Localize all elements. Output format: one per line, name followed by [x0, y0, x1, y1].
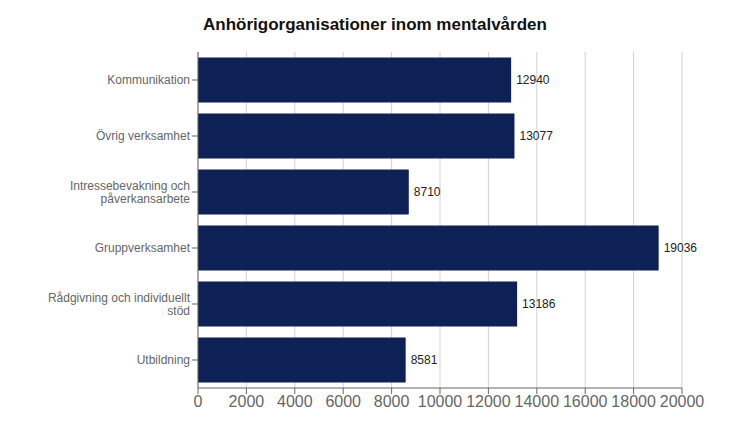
svg-text:20000: 20000 [660, 393, 705, 410]
svg-text:14000: 14000 [515, 393, 560, 410]
html-text:Anhörigorganisationer inom men: Anhörigorganisationer inom mentalvården [203, 15, 547, 34]
svg-text:19036: 19036 [664, 241, 698, 255]
svg-text:2000: 2000 [229, 393, 265, 410]
svg-text:4000: 4000 [277, 393, 313, 410]
svg-text:13077: 13077 [519, 129, 553, 143]
svg-text:0: 0 [194, 393, 203, 410]
svg-text:Övrig verksamhet: Övrig verksamhet [96, 129, 191, 143]
svg-text:Gruppverksamhet: Gruppverksamhet [95, 241, 191, 255]
svg-text:Intressebevakning ochpåverkans: Intressebevakning ochpåverkansarbete [70, 179, 190, 206]
svg-text:10000: 10000 [418, 393, 463, 410]
svg-text:8000: 8000 [374, 393, 410, 410]
svg-text:13186: 13186 [522, 297, 556, 311]
svg-text:12000: 12000 [466, 393, 511, 410]
svg-text:Rådgivning och individuelltstö: Rådgivning och individuelltstöd [48, 291, 191, 318]
svg-text:Kommunikation: Kommunikation [107, 73, 190, 87]
svg-text:6000: 6000 [325, 393, 361, 410]
svg-text:Utbildning: Utbildning [137, 353, 190, 367]
svg-text:18000: 18000 [611, 393, 656, 410]
svg-text:8581: 8581 [411, 353, 438, 367]
svg-text:8710: 8710 [414, 185, 441, 199]
svg-text:12940: 12940 [516, 73, 550, 87]
svg-text:16000: 16000 [563, 393, 608, 410]
